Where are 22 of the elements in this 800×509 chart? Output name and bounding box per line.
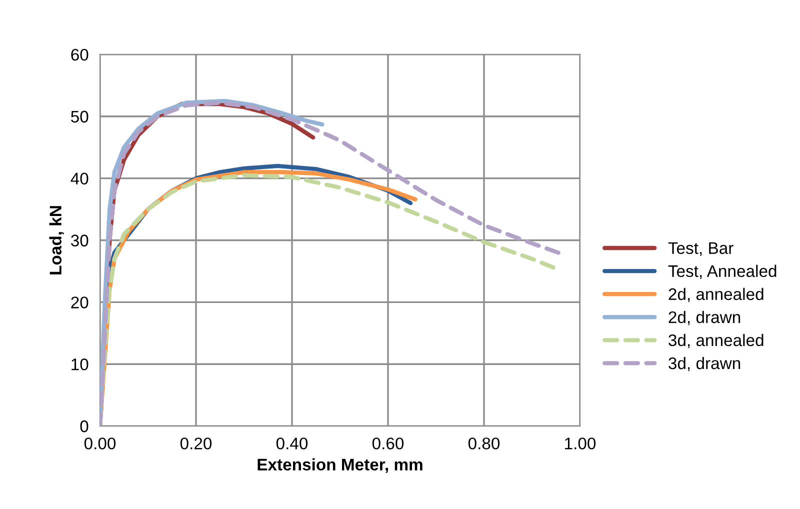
line-series (100, 100, 562, 426)
legend-label: Test, Bar (668, 242, 734, 256)
legend-label: 3d, annealed (668, 334, 764, 348)
x-tick-label: 0.80 (468, 438, 500, 450)
x-tick-label: 0.40 (276, 438, 308, 450)
x-tick-label: 0.20 (180, 438, 212, 450)
x-tick-label: 0.60 (372, 438, 404, 450)
y-axis-title: Load, kN (49, 206, 64, 274)
y-tick-label: 50 (71, 110, 88, 123)
legend-label: 3d, drawn (668, 356, 740, 372)
x-axis-title: Extension Meter, mm (258, 458, 422, 473)
y-tick-label: 60 (71, 48, 88, 61)
legend-label: 2d, drawn (668, 310, 740, 326)
y-tick-label: 20 (71, 296, 88, 308)
y-tick-label: 30 (70, 234, 88, 246)
legend-label: Test, Annealed (668, 264, 776, 280)
y-tick-label: 0 (80, 420, 88, 432)
legend-label: 2d, annealed (668, 288, 764, 302)
x-tick-label: 0.00 (84, 438, 116, 450)
y-tick-label: 40 (70, 172, 88, 185)
y-tick-label: 10 (72, 358, 88, 370)
x-tick-label: 1.00 (565, 438, 596, 450)
